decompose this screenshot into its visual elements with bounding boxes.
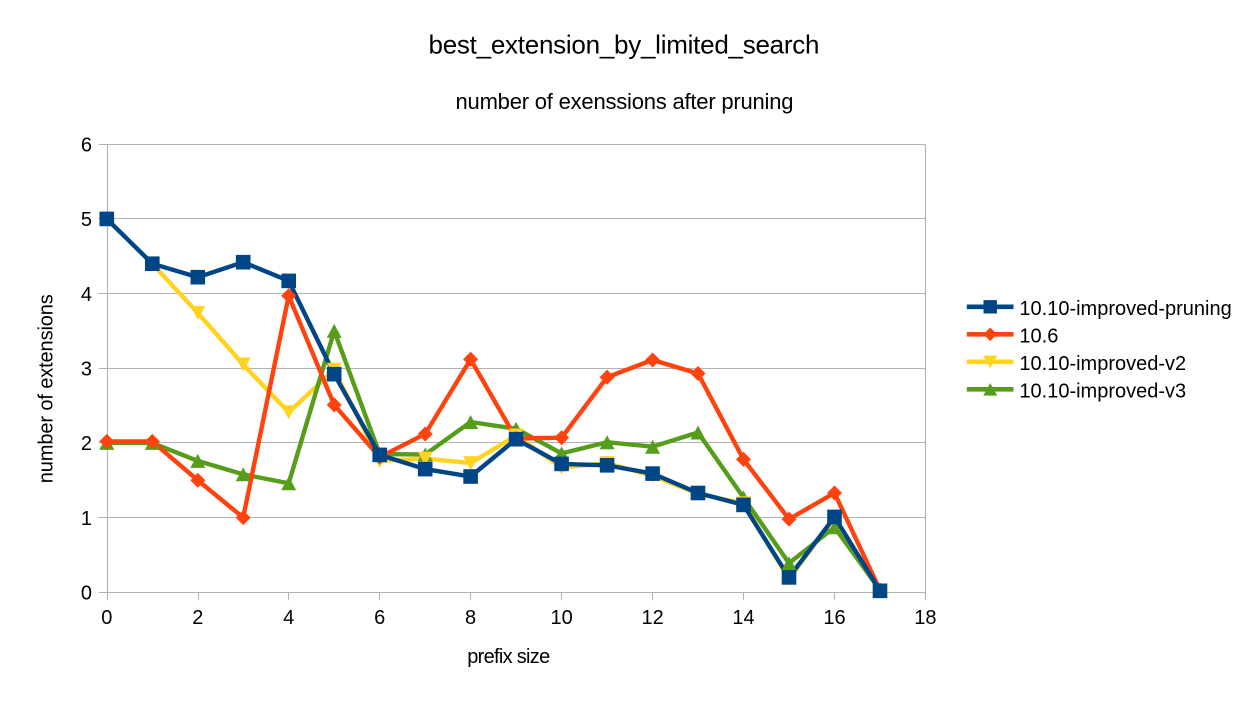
svg-text:12: 12 — [641, 607, 663, 629]
svg-text:0: 0 — [101, 607, 112, 629]
svg-text:1: 1 — [81, 508, 92, 530]
svg-text:10.10-improved-v2: 10.10-improved-v2 — [1019, 353, 1186, 375]
svg-text:14: 14 — [732, 607, 754, 629]
svg-text:4: 4 — [283, 607, 294, 629]
svg-text:number of exenssions after pru: number of exenssions after pruning — [456, 89, 794, 114]
svg-text:6: 6 — [374, 607, 385, 629]
svg-text:4: 4 — [81, 284, 92, 306]
svg-text:3: 3 — [81, 359, 92, 381]
svg-text:2: 2 — [192, 607, 203, 629]
svg-text:best_extension_by_limited_sear: best_extension_by_limited_search — [429, 30, 820, 60]
svg-text:8: 8 — [465, 607, 476, 629]
svg-text:2: 2 — [81, 433, 92, 455]
svg-text:number of extensions: number of extensions — [35, 294, 57, 483]
svg-text:10: 10 — [550, 607, 572, 629]
svg-text:10.6: 10.6 — [1019, 326, 1058, 348]
svg-text:0: 0 — [81, 583, 92, 605]
svg-text:10.10-improved-v3: 10.10-improved-v3 — [1019, 381, 1186, 403]
svg-text:16: 16 — [823, 607, 845, 629]
svg-text:prefix size: prefix size — [467, 646, 550, 668]
svg-text:18: 18 — [914, 607, 936, 629]
svg-text:5: 5 — [81, 209, 92, 231]
svg-text:6: 6 — [81, 135, 92, 157]
svg-text:10.10-improved-pruning: 10.10-improved-pruning — [1019, 298, 1231, 320]
